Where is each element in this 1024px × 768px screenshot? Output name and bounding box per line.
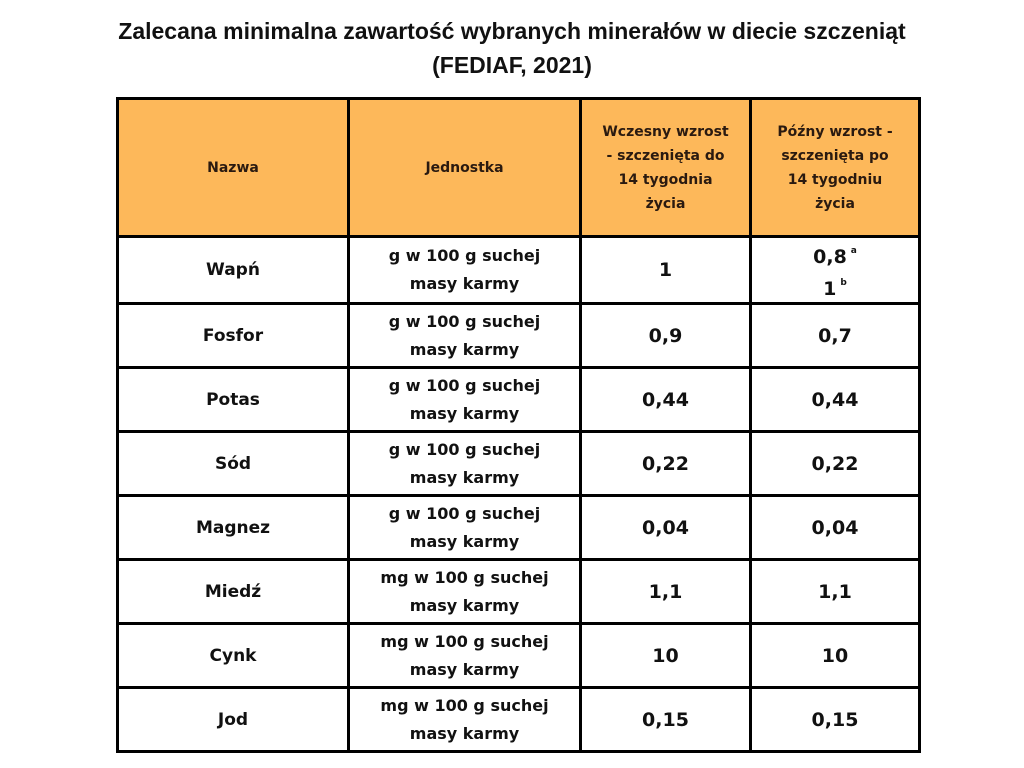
row-late: 0,22 — [749, 430, 921, 497]
minerals-table: Nazwa Jednostka Wczesny wzrost - szczeni… — [116, 97, 921, 753]
row-early: 0,15 — [579, 686, 752, 753]
row-late: 0,44 — [749, 366, 921, 433]
table-row: Potas g w 100 g suchej masy karmy 0,44 0… — [116, 366, 921, 433]
row-late: 0,04 — [749, 494, 921, 561]
table-row: Sód g w 100 g suchej masy karmy 0,22 0,2… — [116, 430, 921, 497]
row-name: Miedź — [116, 558, 350, 625]
title-line-1: Zalecana minimalna zawartość wybranych m… — [118, 18, 906, 44]
table-header-row: Nazwa Jednostka Wczesny wzrost - szczeni… — [116, 97, 921, 238]
row-late: 10 — [749, 622, 921, 689]
row-early: 1 — [579, 235, 752, 305]
row-early: 0,9 — [579, 302, 752, 369]
late-value-a: 0,8 — [813, 246, 847, 268]
header-late-growth: Późny wzrost - szczenięta po 14 tygodniu… — [749, 97, 921, 238]
row-early: 1,1 — [579, 558, 752, 625]
row-name: Fosfor — [116, 302, 350, 369]
row-early: 0,04 — [579, 494, 752, 561]
late-value-b: 1 — [823, 278, 837, 300]
table-row: Fosfor g w 100 g suchej masy karmy 0,9 0… — [116, 302, 921, 369]
row-unit: mg w 100 g suchej masy karmy — [347, 686, 582, 753]
header-name: Nazwa — [116, 97, 350, 238]
table-row: Magnez g w 100 g suchej masy karmy 0,04 … — [116, 494, 921, 561]
footnote-a: a — [850, 246, 857, 256]
row-late: 0,7 — [749, 302, 921, 369]
row-unit: g w 100 g suchej masy karmy — [347, 494, 582, 561]
header-unit: Jednostka — [347, 97, 582, 238]
row-unit: mg w 100 g suchej masy karmy — [347, 622, 582, 689]
row-late: 0,15 — [749, 686, 921, 753]
table-row: Miedź mg w 100 g suchej masy karmy 1,1 1… — [116, 558, 921, 625]
row-unit: mg w 100 g suchej masy karmy — [347, 558, 582, 625]
header-early-growth: Wczesny wzrost - szczenięta do 14 tygodn… — [579, 97, 752, 238]
title-line-2: (FEDIAF, 2021) — [432, 52, 592, 78]
row-name: Cynk — [116, 622, 350, 689]
row-name: Jod — [116, 686, 350, 753]
row-unit: g w 100 g suchej masy karmy — [347, 366, 582, 433]
table-row: Wapń g w 100 g suchej masy karmy 1 0,8 a … — [116, 235, 921, 305]
row-unit: g w 100 g suchej masy karmy — [347, 430, 582, 497]
row-name: Sód — [116, 430, 350, 497]
footnote-b: b — [840, 278, 847, 288]
row-late: 1,1 — [749, 558, 921, 625]
table-row: Cynk mg w 100 g suchej masy karmy 10 10 — [116, 622, 921, 689]
table-row: Jod mg w 100 g suchej masy karmy 0,15 0,… — [116, 686, 921, 753]
row-early: 0,22 — [579, 430, 752, 497]
row-unit: g w 100 g suchej masy karmy — [347, 235, 582, 305]
row-early: 0,44 — [579, 366, 752, 433]
row-name: Wapń — [116, 235, 350, 305]
row-unit: g w 100 g suchej masy karmy — [347, 302, 582, 369]
page-title: Zalecana minimalna zawartość wybranych m… — [0, 14, 1024, 82]
row-name: Magnez — [116, 494, 350, 561]
row-early: 10 — [579, 622, 752, 689]
row-name: Potas — [116, 366, 350, 433]
